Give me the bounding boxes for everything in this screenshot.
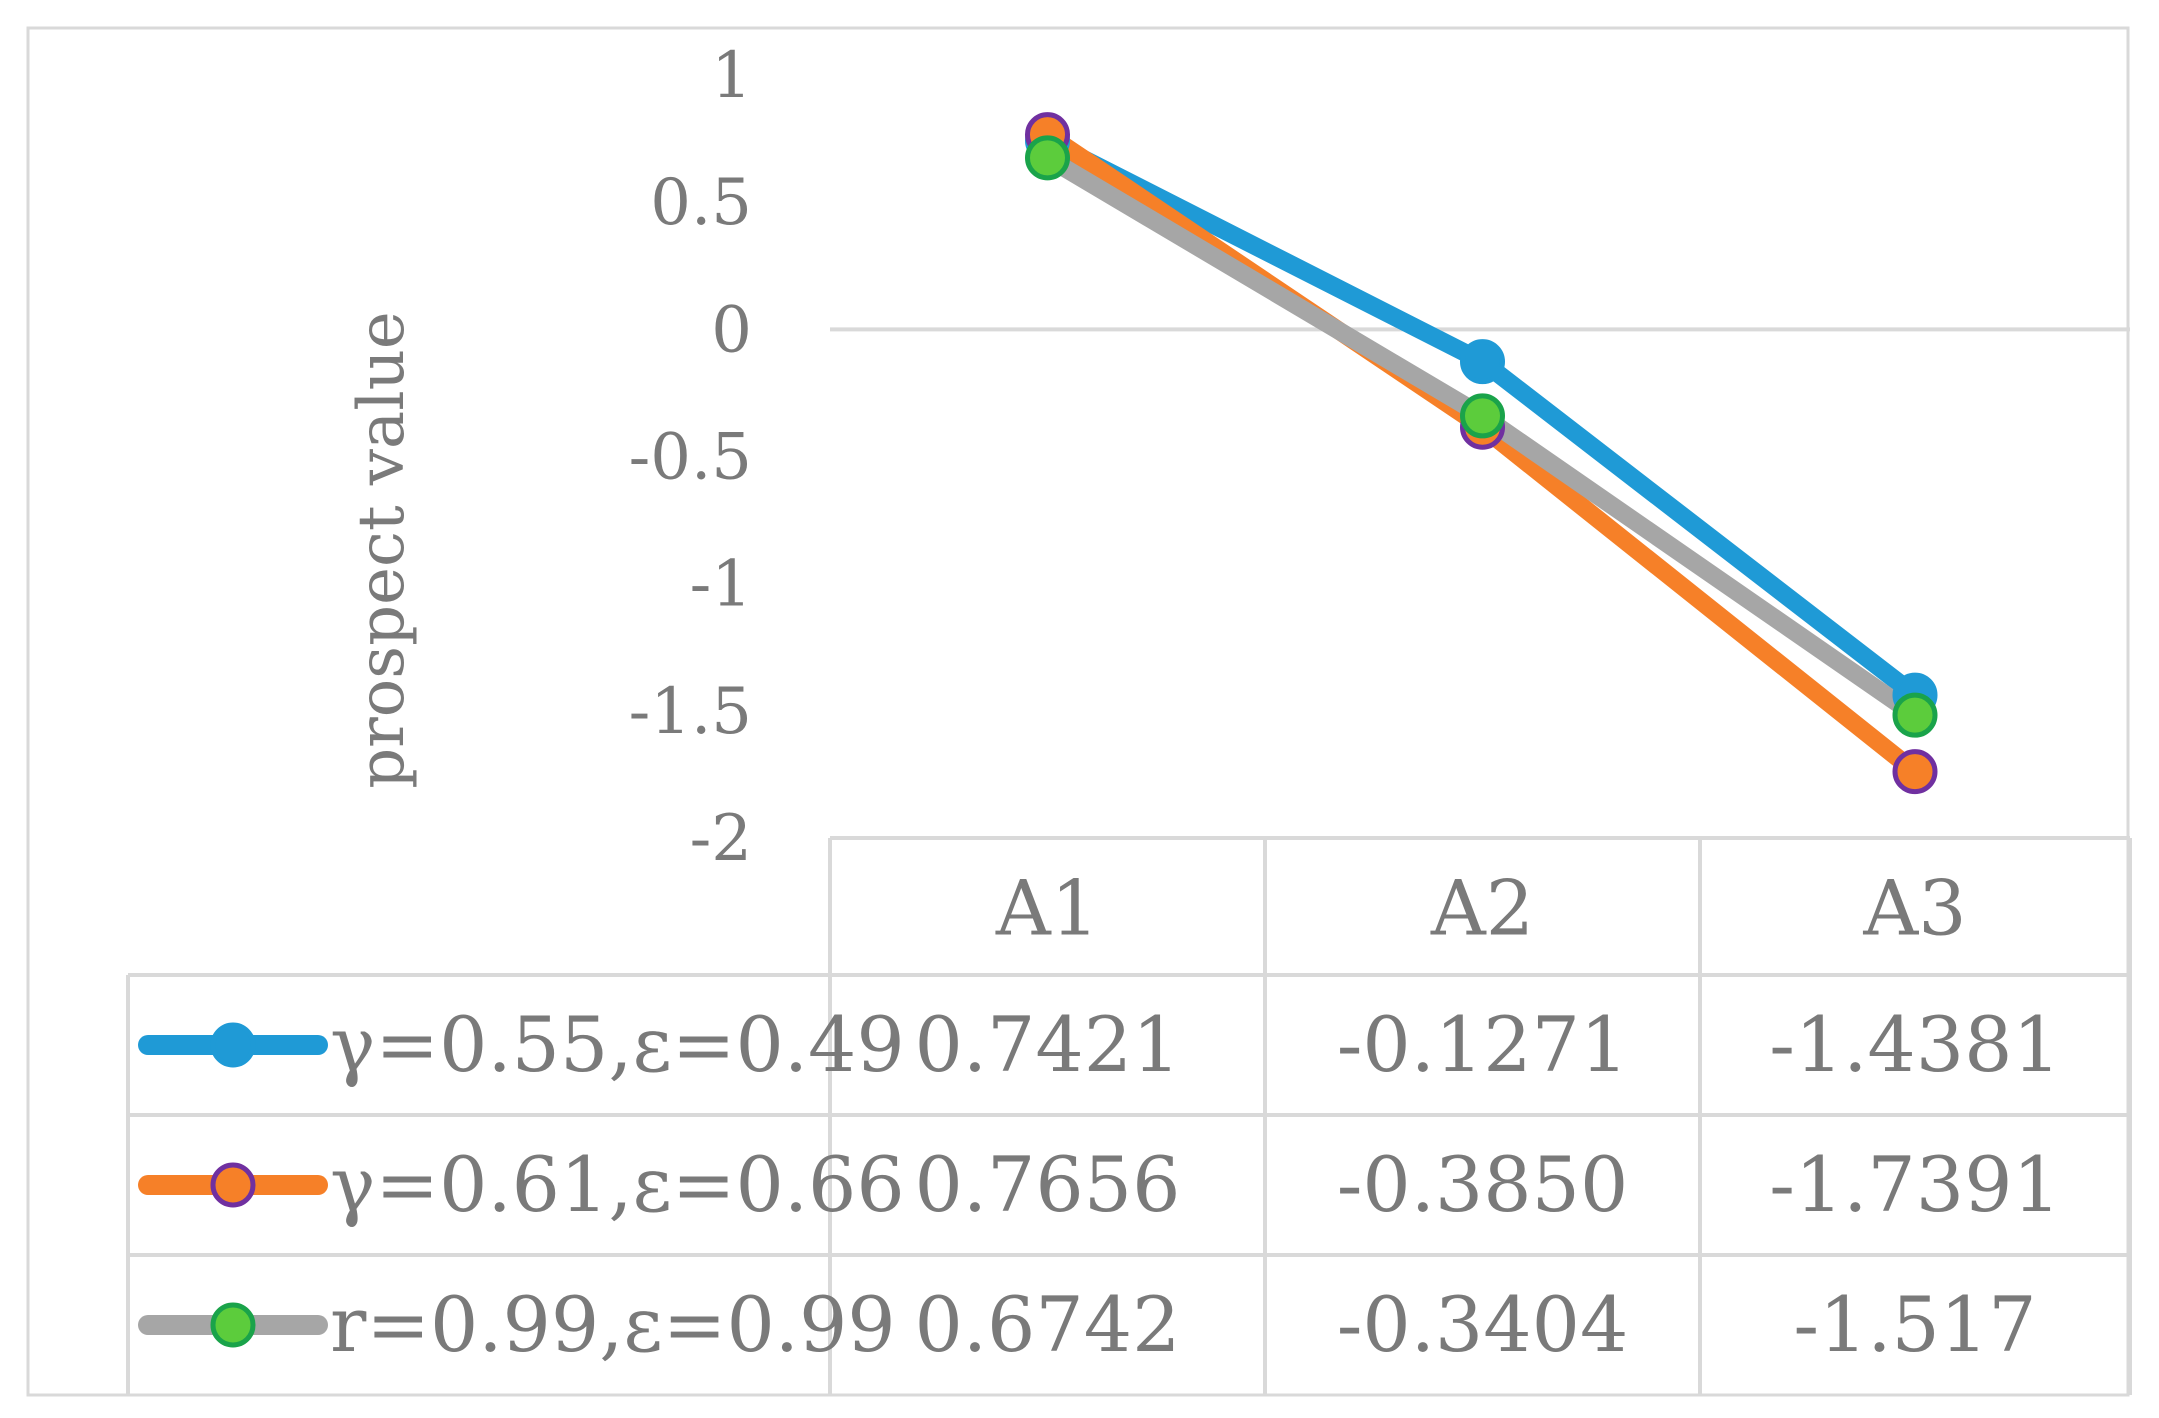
legend-series-name: γ=0.61,ε=0.66: [330, 1140, 905, 1229]
legend-key-marker: [210, 1162, 256, 1208]
legend-key-marker: [210, 1022, 256, 1068]
table-value-cell: 0.7421: [915, 1000, 1181, 1089]
data-point: [1025, 135, 1070, 181]
legend-series-name: γ=0.55,ε=0.49: [330, 1000, 905, 1089]
x-category-label: A3: [1862, 864, 1966, 953]
table-value-cell: -0.3850: [1337, 1140, 1629, 1229]
data-point: [1892, 749, 1938, 795]
data-point: [1460, 339, 1505, 385]
table-value-cell: -1.4381: [1769, 1000, 2061, 1089]
table-value-cell: -0.1271: [1337, 1000, 1629, 1089]
x-category-label: A2: [1430, 864, 1534, 953]
y-tick-label: 1: [711, 39, 752, 113]
x-category-label: A1: [995, 864, 1099, 953]
table-value-cell: -0.3404: [1337, 1280, 1629, 1369]
legend-key-marker: [210, 1302, 256, 1348]
y-tick-label: -2: [690, 802, 752, 876]
table-value-cell: -1.517: [1793, 1280, 2036, 1369]
y-tick-label: -1: [690, 548, 752, 622]
data-point: [1892, 692, 1938, 738]
table-value-cell: 0.7656: [915, 1140, 1181, 1229]
legend-series-name: r=0.99,ε=0.99: [330, 1280, 896, 1369]
chart-border: [26, 26, 2130, 1397]
y-tick-label: 0.5: [650, 166, 752, 240]
table-value-cell: 0.6742: [915, 1280, 1181, 1369]
y-tick-label: 0: [711, 293, 752, 367]
y-tick-label: -0.5: [629, 421, 752, 495]
y-axis-label: prospect value: [345, 311, 419, 789]
table-value-cell: -1.7391: [1769, 1140, 2061, 1229]
data-point: [1460, 393, 1505, 439]
y-tick-label: -1.5: [629, 675, 752, 749]
